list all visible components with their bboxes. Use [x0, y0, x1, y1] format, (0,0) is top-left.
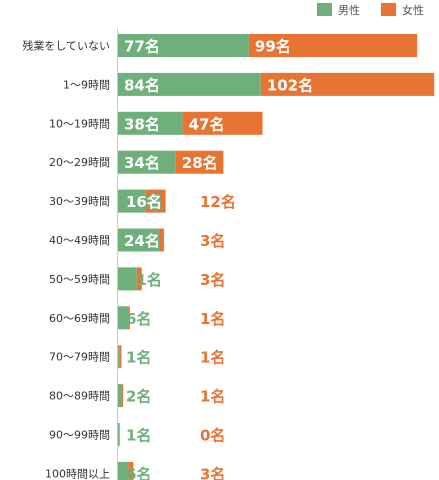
- bar-male: [118, 423, 120, 446]
- category-axis-labels: 残業をしていない 1～9時間 10～19時間 20～29時間 30～39時間 40～49時…: [22, 39, 110, 480]
- category-label: 90～99時間: [49, 429, 110, 442]
- bar-male: [118, 228, 159, 252]
- category-label: 1～9時間: [63, 78, 110, 91]
- category-label: 30～39時間: [49, 195, 110, 208]
- bar-male: [118, 34, 249, 57]
- value-label-female: 102名: [267, 76, 313, 94]
- bar-male: [118, 461, 129, 480]
- value-label-male: 16名: [126, 193, 162, 211]
- legend-label-female: 女性: [402, 3, 424, 17]
- bar-female: [248, 34, 418, 57]
- value-label-male: 34名: [124, 154, 160, 172]
- chart-legend: 男性 女性: [317, 3, 424, 17]
- value-label-female: 3名: [200, 465, 225, 480]
- category-label: 70～79時間: [49, 351, 110, 364]
- value-label-male: 11名: [126, 271, 162, 289]
- value-label-male: 2名: [126, 388, 151, 406]
- bar-male: [118, 345, 120, 369]
- value-label-female: 99名: [255, 38, 291, 56]
- legend-swatch-female: [381, 3, 396, 16]
- bar-female: [158, 228, 164, 252]
- category-label: 60～69時間: [49, 312, 110, 325]
- value-label-male: 1名: [126, 349, 151, 367]
- value-label-male: 84名: [124, 76, 160, 94]
- value-label-female: 47名: [189, 115, 225, 133]
- value-label-female: 1名: [200, 349, 225, 367]
- bar-male: [118, 267, 137, 291]
- category-label: 10～19時間: [49, 117, 110, 130]
- bar-male: [118, 306, 129, 330]
- legend-label-male: 男性: [338, 3, 360, 17]
- category-label: 80～89時間: [49, 390, 110, 403]
- bar-male: [118, 384, 122, 408]
- bar-male: [118, 189, 146, 213]
- value-label-female: 28名: [182, 154, 218, 172]
- category-label: 50～59時間: [49, 273, 110, 286]
- category-label: 残業をしていない: [22, 39, 110, 53]
- category-label: 40～49時間: [49, 234, 110, 247]
- value-label-male: 6名: [126, 310, 151, 328]
- value-label-female: 12名: [200, 193, 236, 211]
- value-label-male: 24名: [124, 232, 160, 250]
- category-label: 20～29時間: [49, 156, 110, 169]
- value-label-female: 3名: [200, 271, 225, 289]
- value-label-female: 0名: [200, 427, 225, 445]
- bar-female: [175, 150, 224, 174]
- bar-female: [260, 72, 435, 96]
- bar-male: [118, 150, 176, 174]
- category-label: 100時間以上: [45, 467, 110, 480]
- value-label-male: 77名: [124, 38, 160, 56]
- bar-female: [128, 306, 130, 330]
- bar-female: [121, 384, 124, 408]
- bar-female: [128, 461, 134, 480]
- value-label-male: 38名: [124, 115, 160, 133]
- value-label-female: 1名: [200, 388, 225, 406]
- value-label-female: 3名: [200, 232, 225, 250]
- bar-male: [118, 72, 261, 96]
- value-label-female: 1名: [200, 310, 225, 328]
- bar-female: [136, 267, 142, 291]
- value-label-male: 6名: [126, 465, 151, 480]
- value-labels: 77名 99名 84名 102名 38名 47名 34名 28名 16名 12名 24名 3名 11名 3…: [123, 36, 315, 480]
- bar-female: [182, 111, 263, 135]
- legend-swatch-male: [317, 3, 332, 16]
- value-label-male: 1名: [126, 427, 151, 445]
- bar-female: [145, 189, 166, 213]
- bar-male: [118, 111, 183, 135]
- chart-bars: [118, 34, 435, 480]
- bar-female: [119, 345, 122, 369]
